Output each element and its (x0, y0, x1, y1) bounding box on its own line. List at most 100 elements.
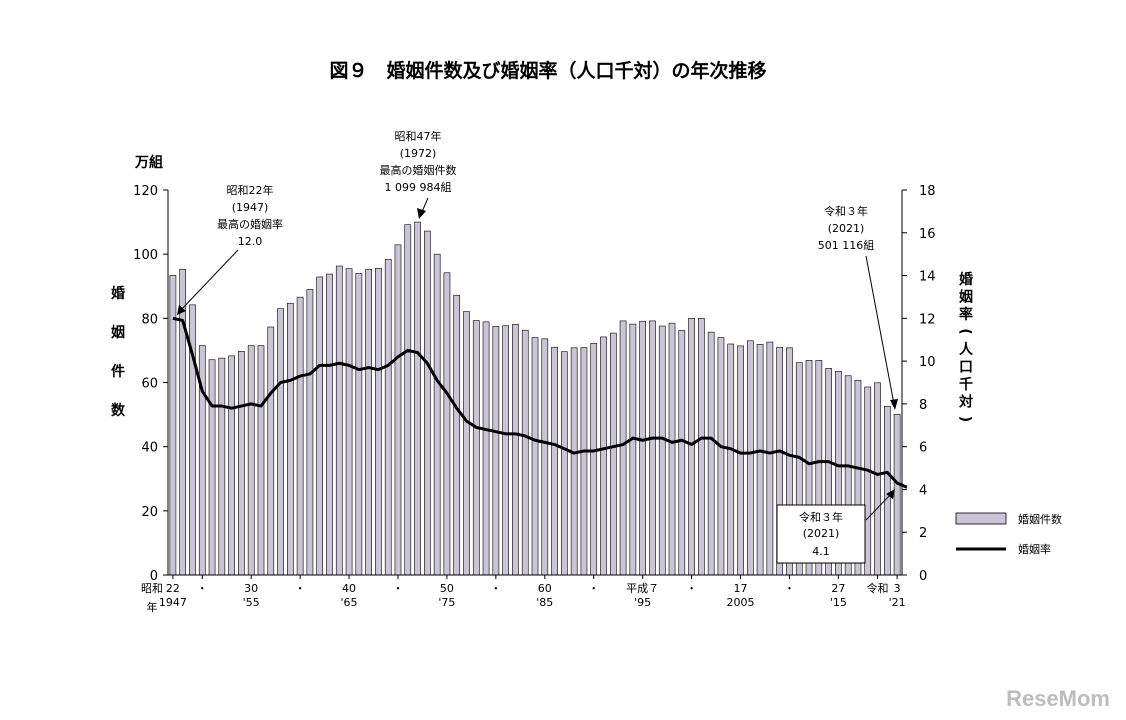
svg-text:昭和47年: 昭和47年 (395, 129, 442, 143)
watermark-logo: ReseMom (1006, 686, 1110, 711)
right-tick-label: 10 (919, 355, 936, 370)
bar (218, 357, 226, 576)
bar (658, 325, 666, 576)
bar (365, 268, 372, 576)
bar (864, 386, 872, 576)
bar (296, 296, 304, 576)
x-tick-label: ・ (784, 582, 795, 595)
bar (717, 337, 725, 576)
bar (746, 340, 754, 576)
bar (424, 230, 431, 576)
bar (277, 308, 284, 576)
legend-bar-label: 婚姻件数 (1018, 512, 1062, 526)
bar (502, 325, 509, 576)
bar (238, 351, 245, 576)
bar (668, 322, 676, 576)
left-axis-label-char: 数 (111, 402, 126, 419)
right-axis-label-char: 口 (959, 360, 973, 376)
bar (531, 337, 539, 576)
svg-text:12.0: 12.0 (238, 235, 263, 248)
right-tick-label: 12 (919, 312, 936, 327)
left-axis-label-char: 件 (111, 363, 125, 380)
x-tick-label: 22 (166, 582, 180, 595)
bar (580, 347, 588, 576)
right-tick-label: 18 (919, 184, 936, 199)
x-tick-label: 3 (894, 582, 901, 595)
right-axis-label-char: 婚 (959, 271, 973, 288)
x-tick-sublabel: '55 (243, 596, 260, 609)
chart-title: 図９ 婚姻件数及び婚姻率（人口千対）の年次推移 (329, 59, 766, 82)
svg-text:最高の婚姻率: 最高の婚姻率 (217, 217, 283, 231)
bar (443, 272, 451, 576)
x-tick-label: 平成７ (626, 582, 659, 595)
right-tick-label: 6 (919, 441, 927, 456)
bar (874, 382, 881, 576)
bar (678, 330, 686, 576)
bar (883, 405, 891, 576)
x-tick-sublabel: '15 (830, 596, 847, 609)
bar (707, 331, 715, 576)
x-tick-sublabel: '85 (536, 596, 553, 609)
bar (345, 268, 353, 576)
bar (355, 273, 363, 576)
bar (551, 346, 558, 576)
svg-text:4.1: 4.1 (812, 545, 830, 558)
left-tick-label: 80 (141, 312, 158, 327)
x-tick-sublabel: 1947 (159, 596, 187, 609)
left-axis-ticks: 0 20 40 60 80 100 120 (133, 184, 168, 584)
x-tick-label: 27 (831, 582, 845, 595)
x-tick-label: 40 (342, 582, 356, 595)
x-tick-label: 50 (440, 582, 454, 595)
left-axis-label-char: 姻 (111, 324, 125, 341)
bar (737, 345, 744, 576)
bar (247, 345, 255, 576)
left-tick-label: 100 (133, 248, 158, 263)
bar-series (169, 221, 901, 576)
right-axis-label-char: ( (957, 328, 973, 334)
x-tick-sublabel: '95 (634, 596, 651, 609)
legend-bar-swatch (955, 512, 1007, 525)
bar (179, 268, 187, 576)
x-tick-label: ・ (686, 582, 697, 595)
bar (609, 332, 617, 576)
x-tick-label: ・ (295, 582, 306, 595)
bar (570, 347, 578, 576)
right-axis-label-char: 人 (959, 341, 974, 358)
x-tick-label: 60 (538, 582, 552, 595)
left-tick-label: 40 (141, 441, 158, 456)
rate-line (172, 316, 908, 489)
x-tick-label: 17 (734, 582, 748, 595)
bar (228, 355, 235, 576)
bar (629, 323, 637, 576)
left-tick-label: 60 (141, 377, 158, 392)
bar (893, 413, 901, 576)
left-axis-unit: 万組 (134, 154, 163, 171)
bar (698, 318, 705, 576)
right-tick-label: 16 (919, 227, 936, 242)
svg-text:(1947): (1947) (232, 201, 269, 214)
x-tick-label: ・ (197, 582, 208, 595)
bar (326, 273, 333, 576)
x-tick-sublabel: '65 (341, 596, 358, 609)
bar (619, 320, 627, 576)
line-series (172, 316, 908, 489)
bar (384, 258, 392, 576)
bar (766, 341, 774, 576)
svg-text:(2021): (2021) (828, 222, 865, 235)
x-tick-label: ・ (588, 582, 599, 595)
bar (639, 320, 646, 576)
bar (541, 338, 549, 576)
x-tick-label: ・ (392, 582, 403, 595)
bar (316, 276, 324, 576)
right-axis-ticks: 0 2 4 6 8 10 12 14 16 18 (902, 184, 936, 584)
bar (335, 265, 343, 576)
right-tick-label: 8 (919, 398, 927, 413)
svg-text:令和３年: 令和３年 (799, 510, 843, 524)
svg-text:(2021): (2021) (803, 527, 840, 540)
svg-text:昭和22年: 昭和22年 (227, 183, 274, 197)
right-axis-label-char: 姻 (959, 289, 973, 306)
right-axis-label-char: 千 (959, 376, 973, 393)
bar (267, 326, 275, 576)
